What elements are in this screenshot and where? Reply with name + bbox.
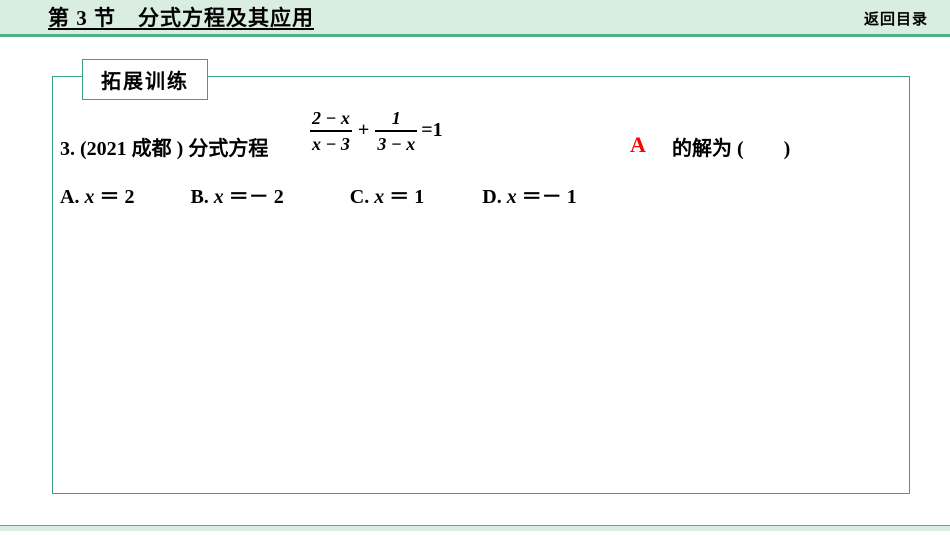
option-b[interactable]: B. x ＝－ 2: [190, 180, 283, 209]
question-stem-prefix: 分式方程: [188, 138, 268, 160]
option-a[interactable]: A. x ＝ 2: [60, 180, 134, 209]
question-line: 3. (2021 成都 ) 分式方程 2 − x x − 3 + 1 3 − x…: [60, 122, 900, 182]
question-source: (2021 成都 ): [80, 138, 183, 160]
equals-rhs: =1: [421, 119, 442, 142]
fraction-1-num: 2 − x: [310, 108, 352, 128]
question-suffix: 的解为 ( ): [672, 132, 790, 161]
option-d[interactable]: D. x ＝－ 1: [482, 180, 576, 209]
fraction-1: 2 − x x − 3: [310, 108, 352, 154]
tab-label: 拓展训练: [82, 59, 208, 100]
fraction-bar-icon: [310, 130, 352, 132]
fraction-1-den: x − 3: [310, 134, 352, 154]
answer-letter: A: [630, 132, 646, 158]
equation-block: 2 − x x − 3 + 1 3 − x =1: [310, 108, 443, 154]
fraction-bar-icon: [375, 130, 417, 132]
question-prefix: 3. (2021 成都 ) 分式方程: [60, 132, 268, 161]
footer-accent: [0, 525, 950, 531]
fraction-2: 1 3 − x: [375, 108, 417, 154]
question-number: 3.: [60, 138, 75, 160]
fraction-2-den: 3 − x: [375, 134, 417, 154]
header-underline: [0, 34, 950, 37]
option-c[interactable]: C. x ＝ 1: [350, 180, 424, 209]
return-link[interactable]: 返回目录: [864, 8, 928, 29]
plus-operator: +: [358, 119, 369, 142]
header-bar: 第 3 节 分式方程及其应用: [0, 0, 950, 34]
fraction-2-num: 1: [390, 108, 403, 128]
options-line: A. x ＝ 2 B. x ＝－ 2 C. x ＝ 1 D. x ＝－ 1: [60, 180, 577, 209]
section-title: 第 3 节 分式方程及其应用: [48, 2, 314, 32]
